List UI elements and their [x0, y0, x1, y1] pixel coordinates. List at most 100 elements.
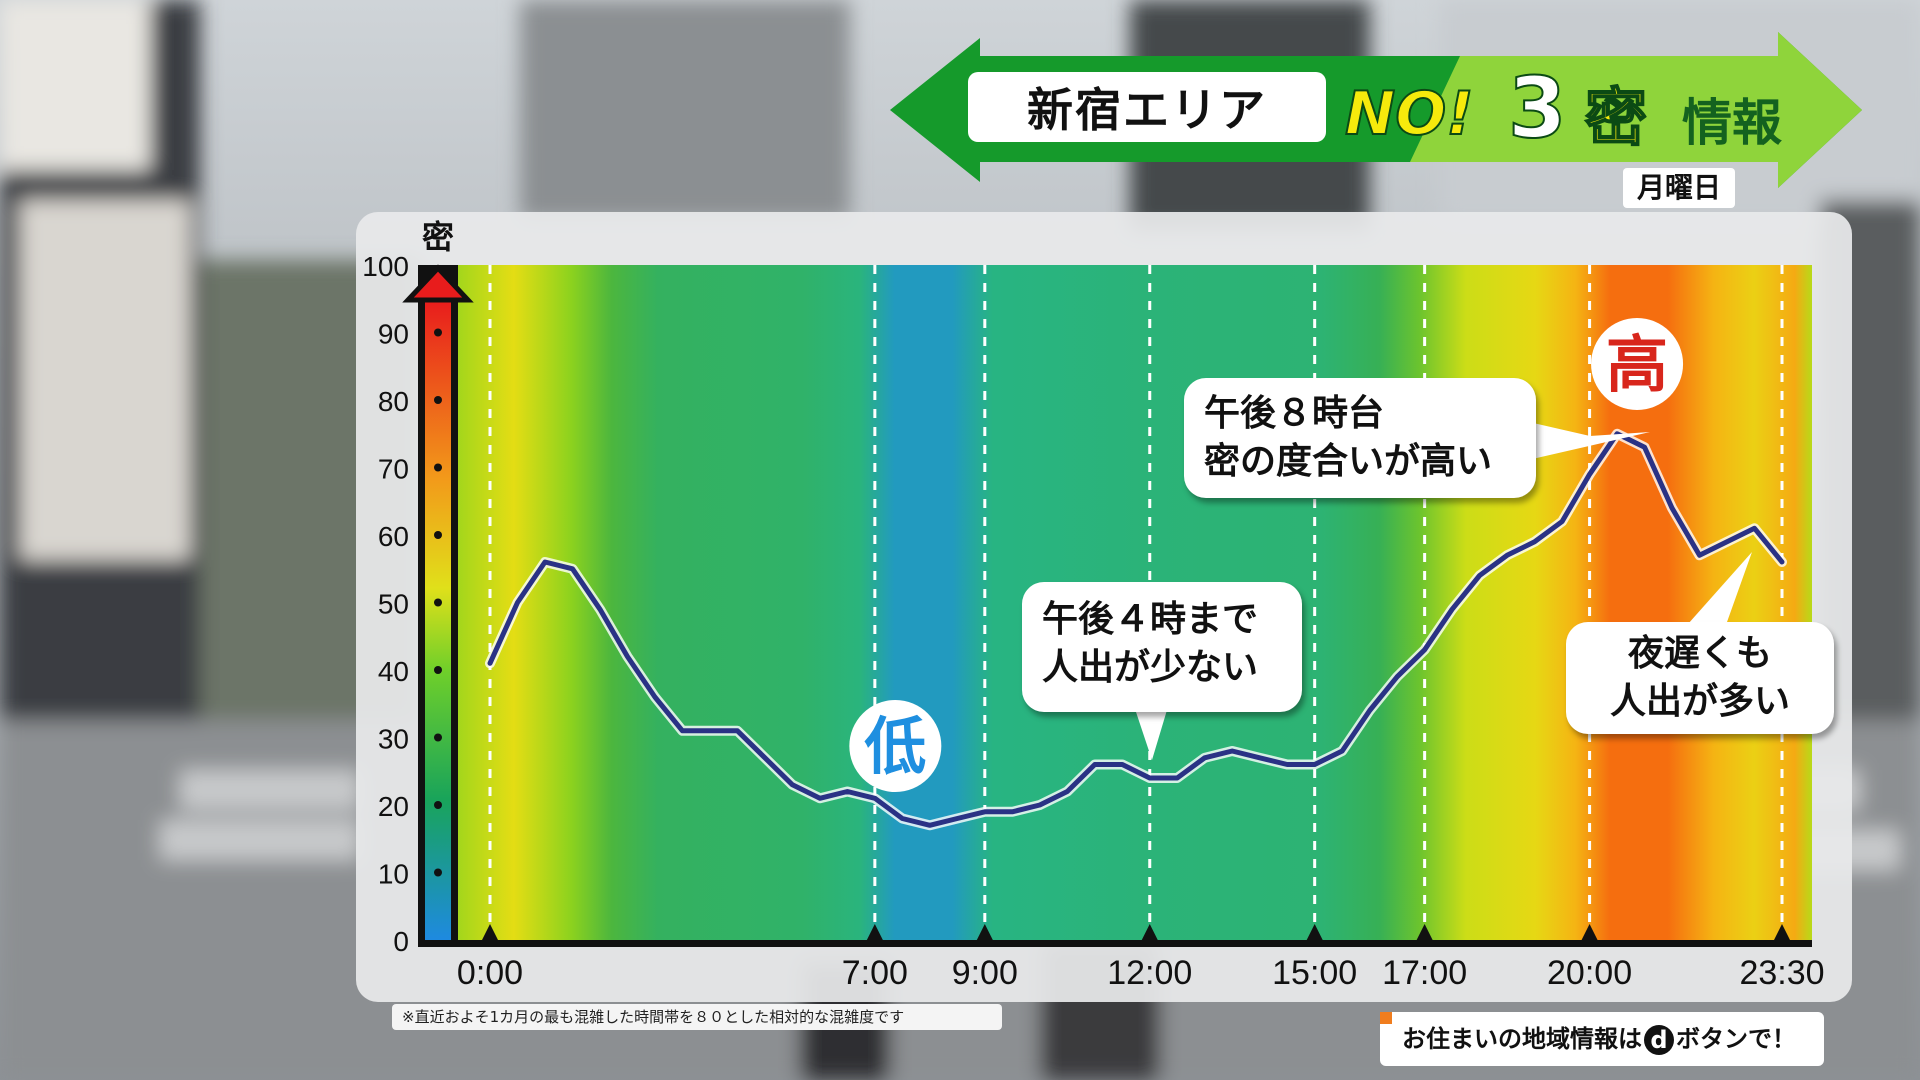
x-axis-line: [418, 940, 1812, 947]
y-tick-dot: [434, 801, 442, 809]
y-tick-dot: [434, 328, 442, 337]
d-circle-icon: d: [1644, 1025, 1674, 1055]
data-point: [1533, 540, 1537, 544]
x-tick-label: 0:00: [457, 954, 523, 992]
footnote: ※直近およそ1カ月の最も混雑した時間帯を８０とした相対的な混雑度です: [392, 1004, 1002, 1030]
y-ticks: 0 10 20 30 40 50 60 70 80 90 100: [362, 251, 442, 957]
x-tick-marker: [1774, 924, 1790, 940]
callout-high-line2: 密の度合いが高い: [1204, 441, 1493, 482]
callout-late-line2: 人出が多い: [1609, 681, 1790, 722]
data-point: [598, 607, 602, 611]
y-tick-label: 70: [378, 454, 409, 485]
y-tick-label: 90: [378, 319, 409, 350]
data-series: [485, 428, 1787, 831]
y-tick-dot: [434, 733, 442, 742]
brand-three: 3: [1507, 58, 1567, 158]
data-point: [515, 601, 519, 604]
y-tick-label: 50: [378, 589, 409, 620]
y-tick-label: 30: [378, 724, 409, 755]
y-tick-dot: [434, 666, 442, 674]
data-point: [1148, 776, 1152, 780]
weekday-label: 月曜日: [1623, 168, 1735, 208]
data-point: [1643, 445, 1647, 449]
high-label: 高: [1606, 328, 1668, 401]
data-point: [1368, 709, 1372, 712]
brand-joho: 情報: [1682, 94, 1782, 152]
data-point: [1423, 648, 1427, 652]
y-tick-label: 10: [378, 859, 409, 890]
data-point: [790, 783, 794, 787]
callout-low-afternoon: 午後４時まで 人出が少ない: [1022, 582, 1302, 712]
data-point: [1725, 540, 1729, 544]
data-point: [1065, 790, 1069, 793]
y-tick-dot: [434, 463, 442, 472]
brand-mitsu: 密: [1584, 80, 1648, 155]
data-point: [653, 695, 657, 699]
data-point: [900, 817, 904, 820]
y-tick-dot: [434, 531, 442, 539]
annotations: 高低: [849, 318, 1752, 792]
data-point: [763, 756, 767, 760]
data-point: [625, 655, 629, 658]
x-tick-label: 12:00: [1107, 954, 1192, 992]
x-tick-marker: [1416, 924, 1433, 940]
x-tick-marker: [1306, 924, 1323, 940]
callout-high-evening: 午後８時台 密の度合いが高い: [1184, 378, 1536, 498]
time-gridlines: [488, 265, 1784, 940]
x-tick-marker: [1581, 924, 1598, 940]
data-point: [1588, 472, 1592, 476]
data-point: [1698, 553, 1702, 557]
y-tick-label: 20: [378, 791, 409, 822]
callout-high-line1: 午後８時台: [1204, 393, 1385, 434]
data-point: [1450, 607, 1454, 611]
data-point: [570, 567, 574, 571]
area-label: 新宿エリア: [968, 72, 1326, 142]
data-point: [873, 796, 877, 800]
data-point: [818, 796, 822, 800]
series-line: [487, 431, 1785, 828]
data-point: [735, 729, 739, 733]
callout-late-line1: 夜遅くも: [1627, 633, 1772, 674]
y-tick-dot: [434, 598, 442, 607]
data-point: [845, 790, 849, 793]
x-tick-label: 17:00: [1382, 954, 1467, 992]
brand-no: NO!: [1344, 78, 1475, 150]
y-tick-label: 100: [362, 251, 409, 282]
low-label: 低: [864, 710, 926, 783]
callout-late-tail: [1688, 552, 1752, 636]
data-point: [1780, 560, 1784, 564]
callout-high-tail: [1520, 420, 1650, 460]
y-tick-dot: [434, 868, 442, 877]
data-point: [1120, 763, 1124, 766]
data-point: [488, 661, 492, 665]
data-point: [543, 560, 547, 564]
y-axis-label: 密: [422, 218, 454, 256]
data-point: [1313, 763, 1317, 766]
y-axis-arrow-head: [402, 264, 474, 303]
callout-low-tail: [1132, 700, 1170, 760]
y-tick-dot: [434, 396, 442, 404]
callout-late-night: 夜遅くも 人出が多い: [1566, 622, 1834, 734]
x-tick-label: 23:30: [1739, 954, 1824, 992]
x-tick-marker: [866, 924, 883, 940]
x-tick-label: 15:00: [1272, 954, 1357, 992]
data-point: [983, 810, 987, 814]
data-point: [1038, 803, 1042, 807]
data-point: [1753, 526, 1757, 530]
data-point: [680, 729, 684, 733]
data-point: [708, 729, 712, 733]
data-point: [1560, 520, 1564, 523]
callout-low-line2: 人出が少ない: [1042, 647, 1259, 688]
y-tick-label: 60: [378, 521, 409, 552]
data-point: [1093, 763, 1097, 766]
x-ticks: 0:00 7:00 9:00 12:00 15:00 17:00 20:00 23:30: [457, 924, 1825, 992]
x-tick-label: 7:00: [842, 954, 908, 992]
data-point: [1258, 756, 1262, 760]
x-tick-marker: [976, 924, 993, 940]
high-badge-circle: [1591, 318, 1684, 410]
data-point: [1230, 749, 1234, 753]
d-button-banner: お住まいの地域情報は d ボタンで！: [1380, 1012, 1824, 1066]
data-point: [928, 823, 932, 827]
data-point: [955, 817, 959, 820]
